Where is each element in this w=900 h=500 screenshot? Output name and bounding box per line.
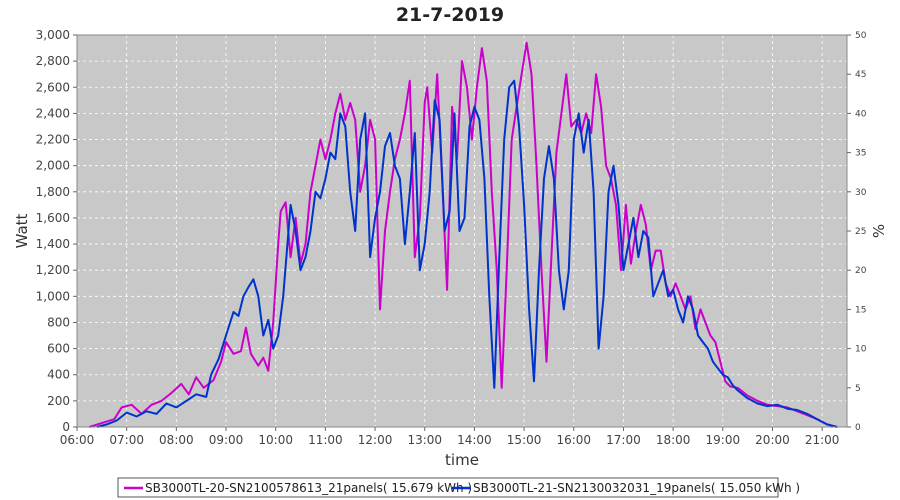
series-layer [89, 41, 838, 428]
y2-tick-label: 50 [855, 31, 867, 41]
y-tick-label: 200 [47, 394, 70, 408]
y2-tick-label: 40 [855, 109, 867, 119]
x-tick-label: 19:00 [706, 433, 741, 447]
y-tick-label: 2,400 [36, 106, 70, 120]
y-tick-label: 600 [47, 342, 70, 356]
x-tick-label: 17:00 [606, 433, 641, 447]
y2-tick-label: 15 [855, 305, 866, 315]
y-axis-label: Watt [13, 213, 31, 248]
plot-area [77, 35, 847, 427]
y-tick-label: 1,400 [36, 237, 70, 251]
y2-tick-label: 10 [855, 345, 867, 355]
y2-tick-label: 30 [855, 188, 867, 198]
x-tick-label: 15:00 [507, 433, 542, 447]
x-axis-ticks: 06:00 07:00 08:00 09:00 10:00 11:00 12:00 13:00… [60, 427, 840, 447]
y-tick-label: 1,000 [36, 289, 70, 303]
x-tick-label: 10:00 [258, 433, 293, 447]
x-tick-label: 08:00 [159, 433, 194, 447]
y-tick-label: 0 [62, 420, 70, 434]
y-axis-ticks: 0 200 400 600 800 1,000 1,200 1,400 1,600 1,800 2,… [36, 28, 77, 434]
x-tick-label: 14:00 [457, 433, 492, 447]
y-tick-label: 400 [47, 368, 70, 382]
legend-label-series-1: SB3000TL-20-SN2100578613_21panels( 15.67… [145, 481, 472, 495]
series-line-1 [89, 41, 838, 428]
y-tick-label: 2,600 [36, 80, 70, 94]
chart-title: 21-7-2019 [396, 4, 504, 26]
y-tick-label: 2,200 [36, 133, 70, 147]
x-tick-label: 16:00 [556, 433, 591, 447]
x-tick-label: 21:00 [805, 433, 840, 447]
legend: SB3000TL-20-SN2100578613_21panels( 15.67… [117, 477, 800, 498]
legend-box [117, 477, 779, 498]
x-tick-label: 12:00 [358, 433, 393, 447]
y2-tick-label: 0 [855, 423, 861, 433]
y2-axis-ticks: 0 5 10 15 20 25 30 35 40 45 50 [847, 31, 867, 433]
x-tick-label: 09:00 [209, 433, 244, 447]
x-tick-label: 06:00 [60, 433, 95, 447]
x-tick-label: 13:00 [407, 433, 442, 447]
y-tick-label: 1,800 [36, 185, 70, 199]
y2-tick-label: 25 [855, 227, 866, 237]
y-tick-label: 2,000 [36, 159, 70, 173]
y-tick-label: 800 [47, 315, 70, 329]
y2-tick-label: 20 [855, 266, 867, 276]
legend-label-series-2: SB3000TL-21-SN2130032031_19panels( 15.05… [473, 481, 800, 495]
y2-tick-label: 5 [855, 384, 861, 394]
y2-tick-label: 35 [855, 149, 866, 159]
x-tick-label: 20:00 [755, 433, 790, 447]
x-tick-label: 18:00 [656, 433, 691, 447]
x-tick-label: 11:00 [308, 433, 343, 447]
y2-axis-label: % [870, 224, 888, 238]
y-tick-label: 3,000 [36, 28, 70, 42]
x-tick-label: 07:00 [109, 433, 144, 447]
y2-tick-label: 45 [855, 70, 866, 80]
y-tick-label: 1,200 [36, 263, 70, 277]
y-tick-label: 2,800 [36, 54, 70, 68]
y-tick-label: 1,600 [36, 211, 70, 225]
series-line-2 [96, 79, 838, 428]
x-axis-label: time [445, 451, 479, 469]
